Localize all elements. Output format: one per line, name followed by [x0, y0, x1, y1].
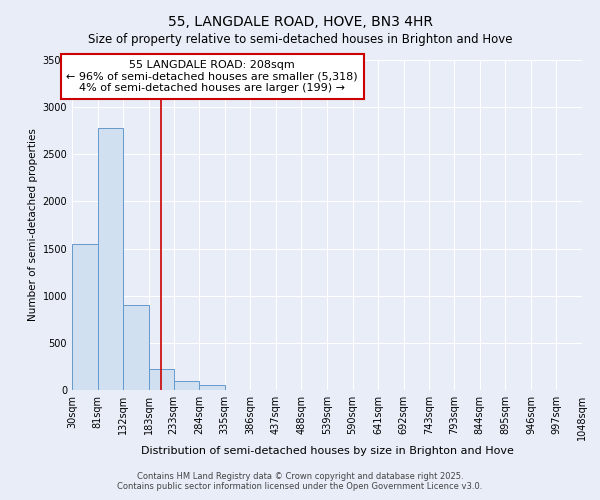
Bar: [173, 380, 199, 390]
Bar: [149, 370, 173, 390]
X-axis label: Distribution of semi-detached houses by size in Brighton and Hove: Distribution of semi-detached houses by …: [140, 446, 514, 456]
Text: Size of property relative to semi-detached houses in Brighton and Hove: Size of property relative to semi-detach…: [88, 32, 512, 46]
Text: 55 LANGDALE ROAD: 208sqm
← 96% of semi-detached houses are smaller (5,318)
4% of: 55 LANGDALE ROAD: 208sqm ← 96% of semi-d…: [67, 60, 358, 93]
Bar: [123, 305, 149, 390]
Bar: [72, 244, 98, 390]
Bar: [199, 385, 225, 390]
Y-axis label: Number of semi-detached properties: Number of semi-detached properties: [28, 128, 38, 322]
Bar: [98, 128, 123, 390]
Text: Contains HM Land Registry data © Crown copyright and database right 2025.
Contai: Contains HM Land Registry data © Crown c…: [118, 472, 482, 491]
Text: 55, LANGDALE ROAD, HOVE, BN3 4HR: 55, LANGDALE ROAD, HOVE, BN3 4HR: [167, 15, 433, 29]
